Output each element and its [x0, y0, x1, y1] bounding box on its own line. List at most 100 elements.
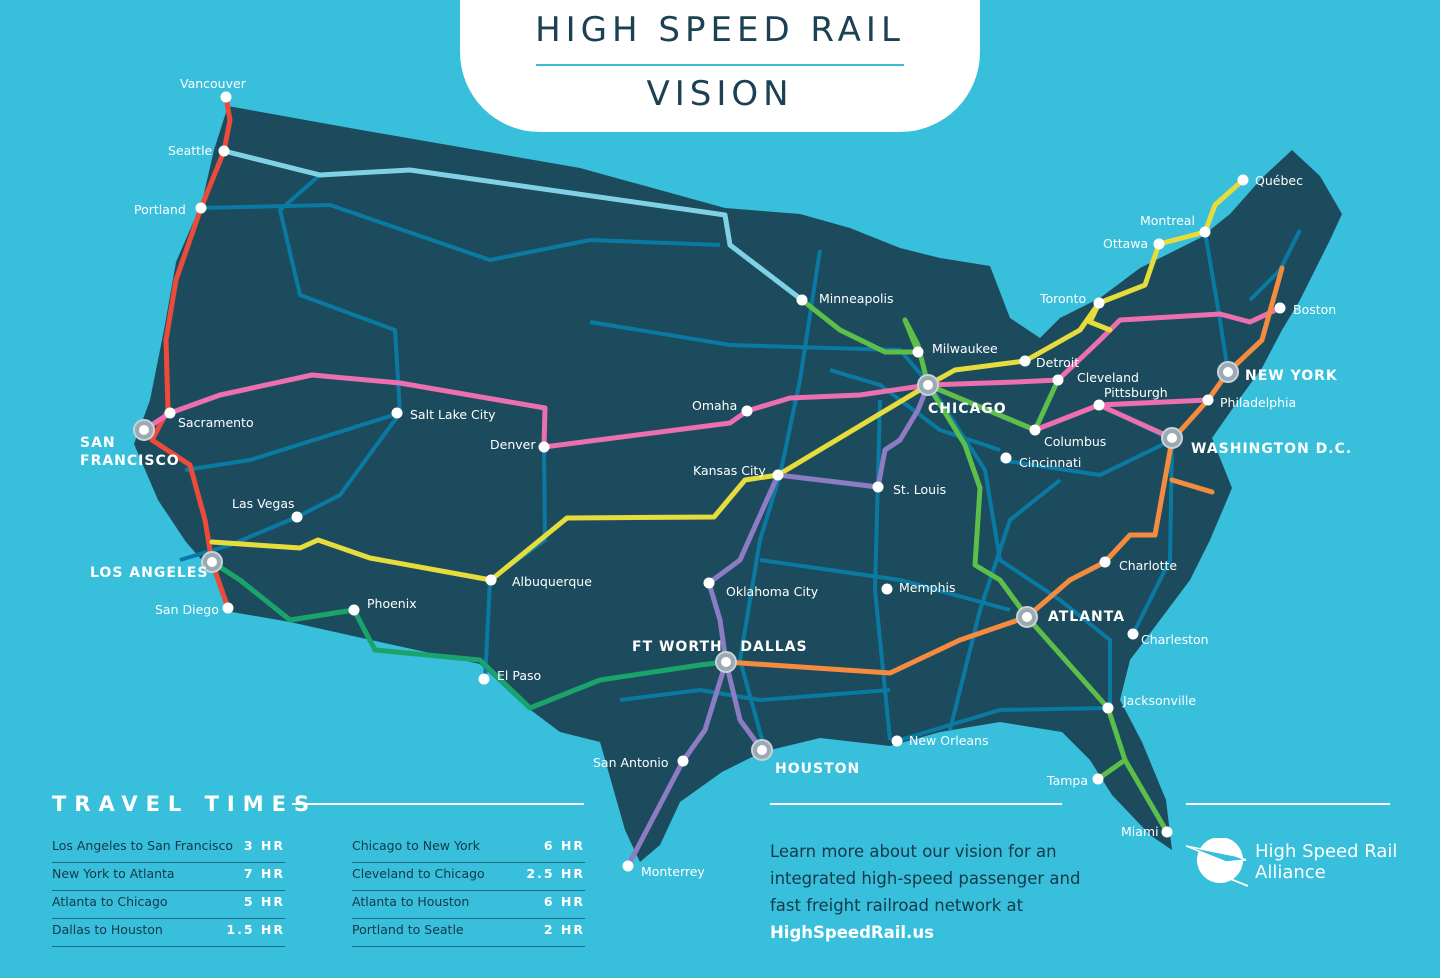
- station-dot-icon: [207, 557, 217, 567]
- station-dot-icon: [1161, 826, 1173, 838]
- station-dot-icon: [139, 425, 149, 435]
- route-time: 2 HR: [543, 922, 585, 937]
- route-time: 1.5 HR: [226, 922, 285, 937]
- station-dot-icon: [1199, 226, 1211, 238]
- city-label: LOS ANGELES: [90, 565, 208, 581]
- station-dot-icon: [1029, 424, 1041, 436]
- city-label: Philadelphia: [1220, 395, 1296, 410]
- city-label: Denver: [490, 437, 536, 452]
- northern-route: [221, 148, 805, 303]
- city-label: Québec: [1255, 173, 1303, 188]
- city-columbus: Columbus: [1029, 424, 1106, 449]
- station-dot-icon: [391, 407, 403, 419]
- city-label: Kansas City: [693, 463, 766, 478]
- city-label: Milwaukee: [932, 341, 998, 356]
- central-route-dc: [1096, 402, 1175, 441]
- station-dot-icon: [1093, 297, 1105, 309]
- houston-spur: [723, 659, 765, 753]
- station-dot-icon: [721, 657, 731, 667]
- route-name: New York to Atlanta: [52, 866, 175, 881]
- travel-time-row: Chicago to New York 6 HR: [352, 836, 585, 863]
- divider: [292, 803, 584, 805]
- city-label: Tampa: [1046, 773, 1088, 788]
- regional-line: [928, 383, 1112, 708]
- city-charleston: Charleston: [1127, 628, 1209, 647]
- station-dot-icon: [1000, 452, 1012, 464]
- alliance-logo-icon: [1186, 838, 1249, 887]
- city-san-diego: San Diego: [155, 602, 234, 617]
- station-dot-icon: [1052, 374, 1064, 386]
- regional-line: [737, 249, 822, 751]
- travel-time-row: Cleveland to Chicago 2.5 HR: [352, 864, 585, 891]
- learn-more-body: Learn more about our vision for an integ…: [770, 842, 1081, 915]
- city-memphis: Memphis: [881, 580, 956, 595]
- city-oklahoma-city: Oklahoma City: [703, 577, 819, 599]
- regional-line: [899, 706, 1109, 742]
- travel-time-row: Atlanta to Houston 6 HR: [352, 892, 585, 919]
- station-dot-icon: [1102, 702, 1114, 714]
- travel-times-heading: TRAVEL TIMES: [52, 792, 318, 816]
- city-label: Montreal: [1140, 213, 1195, 228]
- city-label: Albuquerque: [512, 574, 592, 589]
- city-label: NEW YORK: [1245, 368, 1338, 384]
- travel-time-row: Dallas to Houston 1.5 HR: [52, 920, 285, 947]
- station-dot-icon: [1153, 238, 1165, 250]
- city-philadelphia: Philadelphia: [1202, 394, 1296, 410]
- station-dot-icon: [218, 145, 230, 157]
- route-time: 5 HR: [243, 894, 285, 909]
- city-ottawa: Ottawa: [1103, 236, 1165, 251]
- city-label: Toronto: [1039, 291, 1086, 306]
- station-dot-icon: [478, 673, 490, 685]
- route-name: Los Angeles to San Francisco: [52, 838, 234, 853]
- travel-time-row: Atlanta to Chicago 5 HR: [52, 892, 285, 919]
- city-label: SAN FRANCISCO: [80, 435, 180, 469]
- regional-line: [829, 368, 1001, 452]
- city-label: New Orleans: [909, 733, 988, 748]
- city-denver: Denver: [490, 437, 550, 453]
- city-label: Pittsburgh: [1104, 385, 1168, 400]
- city-phoenix: Phoenix: [348, 596, 417, 616]
- city-minneapolis: Minneapolis: [796, 291, 894, 306]
- regional-line: [199, 202, 721, 263]
- city-label: Omaha: [692, 398, 737, 413]
- route-name: Atlanta to Houston: [352, 894, 470, 909]
- title-line-1: HIGH SPEED RAIL: [535, 10, 905, 50]
- city-label: San Antonio: [593, 755, 669, 770]
- city-salt-lake-city: Salt Lake City: [391, 407, 496, 422]
- station-dot-icon: [291, 511, 303, 523]
- city-label: Columbus: [1044, 434, 1106, 449]
- tampa-spur: [1095, 757, 1128, 782]
- title-divider: [536, 64, 904, 66]
- travel-times-left: Los Angeles to San Francisco 3 HR New York…: [52, 836, 285, 948]
- city-washington-d-c: WASHINGTON D.C.: [1161, 427, 1351, 457]
- city-qu-bec: Québec: [1237, 173, 1303, 188]
- station-dot-icon: [677, 755, 689, 767]
- city-los-angeles: LOS ANGELES: [90, 551, 223, 581]
- city-label: FT WORTH DALLAS: [632, 639, 808, 655]
- station-dot-icon: [1019, 355, 1031, 367]
- route-name: Dallas to Houston: [52, 922, 163, 937]
- website-link[interactable]: HighSpeedRail.us: [770, 923, 934, 942]
- travel-time-row: Los Angeles to San Francisco 3 HR: [52, 836, 285, 863]
- route-time: 6 HR: [543, 894, 585, 909]
- station-dot-icon: [348, 604, 360, 616]
- regional-line: [999, 438, 1173, 478]
- route-time: 2.5 HR: [526, 866, 585, 881]
- city-label: Charleston: [1141, 632, 1209, 647]
- plains-route: [625, 382, 931, 869]
- city-label: St. Louis: [893, 482, 946, 497]
- city-chicago: CHICAGO: [917, 374, 1006, 417]
- station-dot-icon: [485, 574, 497, 586]
- city-new-york: NEW YORK: [1217, 361, 1338, 384]
- station-dot-icon: [923, 380, 933, 390]
- station-dot-icon: [872, 481, 884, 493]
- city-label: Detroit: [1036, 355, 1079, 370]
- city-st-louis: St. Louis: [872, 481, 946, 497]
- city-charlotte: Charlotte: [1099, 556, 1177, 573]
- route-name: Portland to Seatle: [352, 922, 464, 937]
- city-label: Phoenix: [367, 596, 417, 611]
- city-label: Memphis: [899, 580, 956, 595]
- city-label: Salt Lake City: [410, 407, 496, 422]
- station-dot-icon: [220, 91, 232, 103]
- regional-line: [184, 411, 401, 472]
